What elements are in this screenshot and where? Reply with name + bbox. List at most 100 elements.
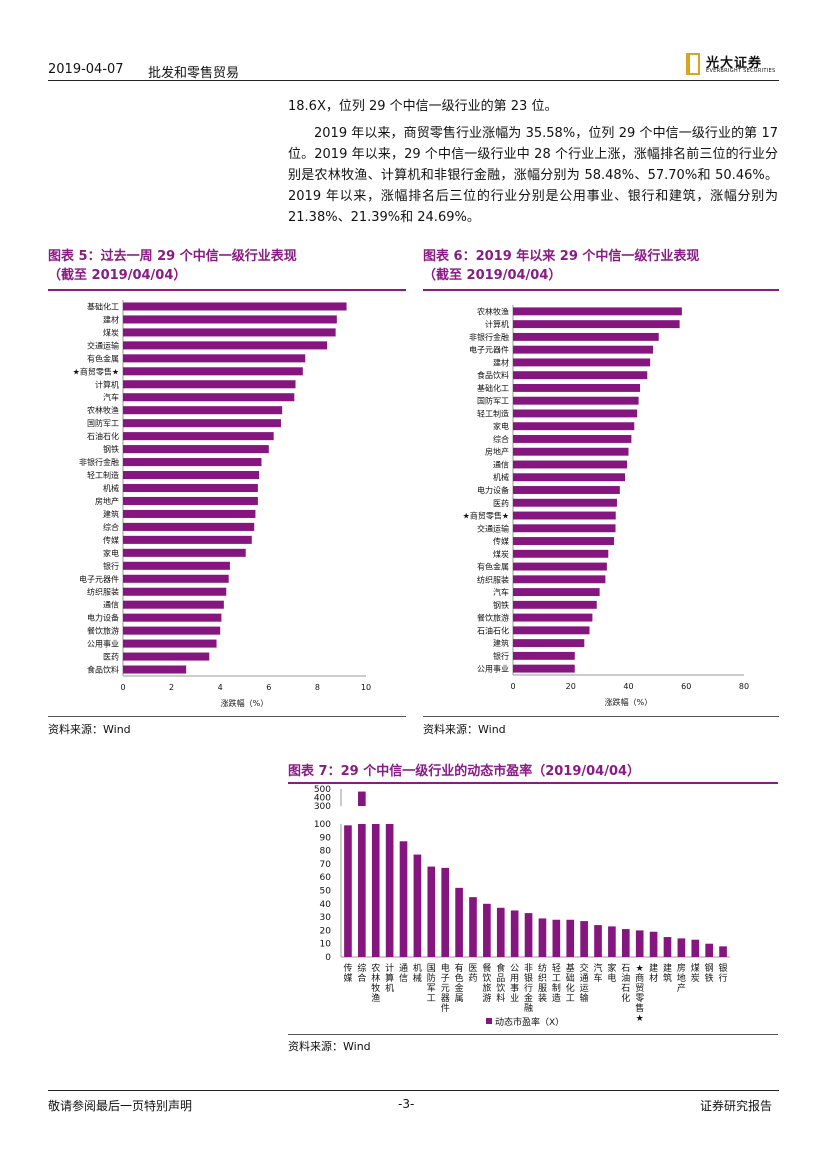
fig7-bottom-rule — [288, 1034, 778, 1035]
fig7-bar — [566, 919, 575, 957]
fig7-y-tick-label: 10 — [320, 940, 332, 950]
fig7-category-label-char: 工 — [427, 994, 436, 1004]
fig7-category-label-char: 金 — [455, 982, 464, 994]
fig6-bar — [513, 486, 620, 494]
fig5-category-label: 轻工制造 — [87, 470, 119, 480]
fig5-category-label: 建筑 — [103, 509, 119, 519]
fig7-bar — [524, 913, 533, 957]
fig5-bar — [123, 445, 269, 454]
fig5-category-label: 家电 — [103, 548, 119, 558]
fig7-y-tick-label: 30 — [320, 913, 332, 923]
fig7-category-label-char: 合 — [357, 972, 366, 984]
fig5-bar — [123, 380, 296, 389]
fig6-category-label: 轻工制造 — [477, 408, 509, 418]
fig6-category-label: 有色金属 — [477, 562, 509, 572]
fig7-category-label-char: 建 — [663, 962, 672, 974]
fig6-category-label: 医药 — [493, 498, 509, 508]
fig7-category-label-char: 纺 — [538, 962, 547, 974]
header-date: 2019-04-07 — [48, 62, 124, 77]
fig5-bar — [123, 471, 260, 480]
fig6-x-tick-label: 60 — [681, 682, 691, 691]
body-paragraph-1: 18.6X，位列 29 个中信一级行业的第 23 位。 — [288, 99, 558, 114]
fig5-category-label: 钢铁 — [103, 444, 119, 454]
fig7-bar — [635, 930, 644, 957]
fig5-bar — [123, 483, 258, 493]
fig6-bar — [513, 307, 682, 316]
fig5-category-label: 房地产 — [95, 496, 119, 506]
fig6-bar — [513, 664, 575, 673]
fig5-category-label: 机械 — [103, 483, 119, 493]
fig6-bar — [513, 383, 641, 392]
fig6-x-tick-label: 0 — [510, 682, 515, 691]
fig5-category-label: 电子元器件 — [79, 574, 119, 584]
fig7-category-label-char: 材 — [649, 972, 658, 984]
fig7-category-label-char: 色 — [455, 972, 464, 984]
fig7-category-label-char: 公 — [510, 963, 519, 974]
logo-english: EVERBRIGHT SECURITIES — [706, 68, 776, 74]
fig7-y-tick-label: 40 — [320, 900, 332, 910]
fig7-bar — [385, 824, 394, 957]
fig6-category-label: 房地产 — [485, 447, 509, 457]
fig6-category-label: 家电 — [493, 421, 509, 431]
fig6-bar — [513, 345, 654, 354]
fig7-category-label-char: 础 — [566, 972, 575, 984]
fig7-category-label-char: 汽 — [594, 962, 603, 974]
fig7-category-label-char: 计 — [385, 962, 394, 974]
fig5-subtitle: （截至 2019/04/04） — [48, 268, 187, 283]
fig7-category-label-char: 通 — [580, 973, 589, 984]
fig7-category-label-char: 家 — [607, 962, 616, 974]
fig6-title: 图表 6：2019 年以来 29 个中信一级行业表现 （截至 2019/04/0… — [423, 247, 783, 285]
fig6-bar — [513, 473, 626, 482]
fig5-category-label: 煤炭 — [103, 327, 119, 337]
fig7-bar — [358, 824, 366, 957]
fig5-category-label: 银行 — [103, 561, 119, 571]
fig5-bar — [123, 432, 274, 441]
fig5-bottom-rule — [48, 716, 406, 717]
fig7-category-label-char: 防 — [427, 972, 436, 984]
fig6-category-label: 纺织服装 — [477, 574, 509, 584]
fig7-category-label-char: 零 — [635, 993, 644, 1004]
fig7-category-label-char: 行 — [719, 972, 728, 984]
logo-name: 光大证券 — [706, 56, 763, 71]
fig7-category-label-char: 石 — [621, 964, 630, 974]
fig7-category-label-char: ★ — [636, 964, 644, 974]
fig6-category-label: 食品饮料 — [477, 370, 509, 380]
fig7-bar — [413, 854, 422, 957]
fig5-bar — [123, 561, 230, 570]
fig7-bar — [677, 938, 686, 957]
fig7-category-label-char: 牧 — [371, 982, 380, 994]
fig5-category-label: 公用事业 — [87, 639, 119, 649]
fig7-bar — [705, 943, 713, 957]
fig6-category-label: 石油石化 — [477, 625, 509, 635]
fig7-category-label-char: 造 — [552, 992, 561, 1004]
fig7-category-label-char: 通 — [399, 963, 408, 974]
fig7-bar — [371, 824, 380, 957]
fig5-category-label: 汽车 — [103, 392, 119, 402]
fig7-category-label-char: 军 — [427, 983, 436, 994]
fig7-bar-upper — [358, 791, 366, 806]
fig6-x-axis-title: 涨跌幅（%） — [605, 697, 653, 707]
fig6-bar — [513, 600, 597, 609]
fig5-bar — [123, 574, 229, 583]
fig6-category-label: 银行 — [493, 651, 509, 661]
fig7-y-tick-label: 400 — [314, 794, 331, 804]
fig7-category-label-char: 房 — [677, 962, 686, 974]
fig7-bar — [344, 825, 352, 957]
fig7-category-label-char: 游 — [482, 992, 491, 1004]
fig5-category-label: 基础化工 — [87, 301, 119, 311]
fig7-category-label-char: 银 — [719, 962, 728, 974]
fig5-bar — [123, 665, 187, 674]
fig6-x-tick-label: 20 — [566, 682, 576, 691]
fig7-category-label-char: 化 — [621, 992, 630, 1004]
fig6-category-label: 交通运输 — [477, 523, 509, 533]
fig5-bar — [123, 522, 255, 531]
fig6-bar — [513, 422, 635, 431]
fig7-y-tick-label: 300 — [314, 802, 331, 812]
fig6-bar — [513, 588, 600, 597]
fig5-x-tick-label: 8 — [315, 683, 320, 692]
fig7-category-label-char: 化 — [566, 982, 575, 994]
fig6-bar — [513, 320, 680, 329]
fig5-bar — [123, 328, 336, 337]
fig6-bar — [513, 460, 628, 469]
fig7-y-tick-label: 70 — [320, 860, 332, 870]
